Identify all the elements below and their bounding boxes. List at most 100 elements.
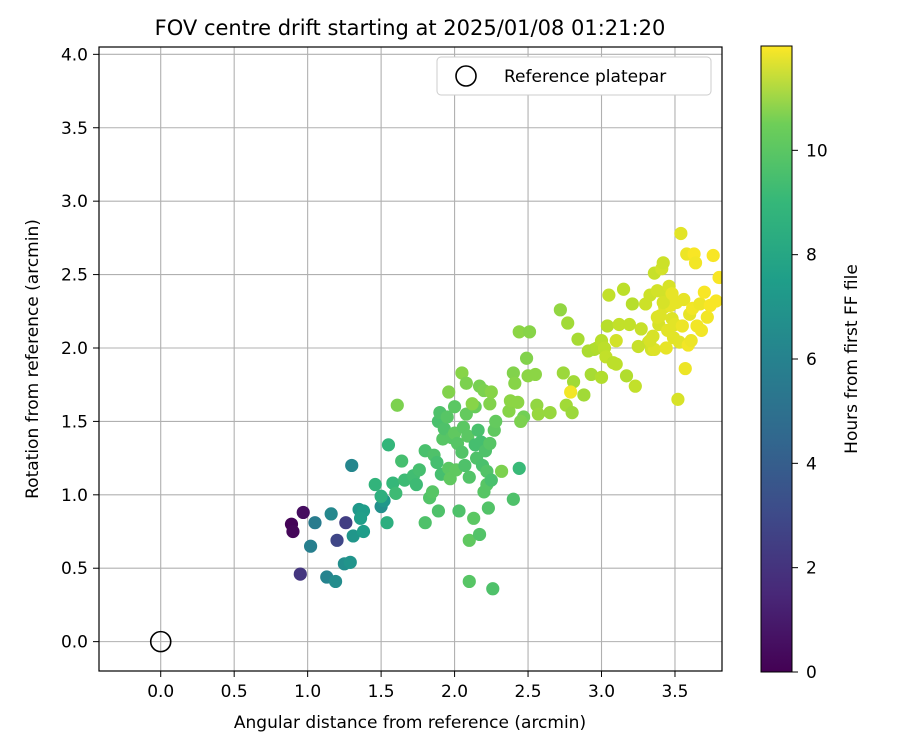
data-point [671,392,685,406]
grid [99,47,722,671]
data-point [697,285,711,299]
data-point [643,334,657,348]
x-tick-label: 2.5 [515,682,542,702]
legend-box [436,56,712,96]
data-point [455,445,469,459]
data-point [609,334,623,348]
reference-marker [149,630,172,653]
data-point [656,295,670,310]
data-point [345,458,359,473]
chart-title: FOV centre drift starting at 2025/01/08 … [155,16,666,40]
data-point [381,438,396,452]
data-point [512,325,526,339]
data-point [462,574,476,589]
data-point [442,385,456,399]
data-point [700,310,714,324]
data-point [430,455,444,470]
data-points [284,226,722,596]
data-point [339,516,353,530]
y-tick-label: 0.5 [61,559,88,579]
data-point [619,369,634,383]
data-point [452,504,466,518]
data-point [374,489,388,503]
x-tick-label: 3.5 [661,682,688,702]
data-point [528,367,542,382]
data-point [502,404,516,418]
data-point [564,385,578,399]
y-tick-label: 3.5 [61,119,88,139]
data-point [293,567,307,581]
data-point [712,270,722,285]
data-point [602,288,616,302]
x-tick-label: 1.0 [294,682,321,702]
data-point [556,366,570,380]
data-point [694,323,709,337]
data-point [684,334,698,348]
x-axis-label: Angular distance from reference (arcmin) [234,713,586,733]
data-point [462,533,476,547]
data-point [472,527,487,542]
data-point [465,397,479,411]
data-point [296,505,310,520]
data-point [356,524,371,539]
data-point [459,376,473,390]
data-point [425,485,440,499]
data-point [386,476,400,490]
data-point [467,511,481,525]
data-point [709,294,722,308]
data-point [674,226,688,241]
data-point [519,351,534,365]
data-point [330,533,344,547]
x-tick-label: 1.5 [368,682,395,702]
data-point [389,486,403,500]
data-point [616,282,631,296]
y-tick-label: 2.0 [61,339,88,359]
data-point [395,454,409,468]
x-axis-ticks: 0.0 0.5 1.0 1.5 2.0 2.5 3.0 3.5 [147,671,689,702]
data-point [650,310,664,324]
data-point [531,407,545,421]
data-point [584,367,598,382]
data-point [622,317,637,332]
colorbar [760,45,793,673]
data-point [353,511,368,525]
data-point [484,385,498,399]
data-point [483,397,497,411]
colorbar-tick-label: 8 [806,246,817,266]
data-point [459,407,473,421]
data-point [343,555,357,569]
x-tick-label: 0.0 [147,682,174,702]
data-point [458,458,472,473]
data-point [688,256,703,270]
colorbar-tick-label: 6 [806,350,817,370]
legend-entry-reference: Reference platepar [504,67,666,87]
data-point [553,303,567,317]
colorbar-ticks: 0 2 4 6 8 10 [792,141,828,683]
data-point [471,423,485,437]
data-point [390,398,404,412]
data-point [506,492,520,506]
legend: Reference platepar [436,56,712,96]
data-point [628,379,642,393]
data-point [577,388,591,402]
data-point [522,325,537,339]
data-point [594,370,609,384]
x-tick-label: 0.5 [221,682,248,702]
data-point [506,366,520,380]
y-tick-label: 0.0 [61,633,88,653]
data-point [412,463,426,477]
plot-frame [98,46,723,672]
colorbar-tick-label: 0 [806,663,817,683]
data-point [508,376,522,390]
data-point [494,464,509,478]
data-point [609,357,623,371]
data-point [308,516,322,530]
data-point [447,400,462,414]
x-tick-label: 3.0 [588,682,615,702]
data-point [368,477,382,492]
data-point [656,256,670,270]
y-tick-label: 1.0 [61,486,88,506]
data-point [418,516,432,530]
data-point [634,322,648,336]
